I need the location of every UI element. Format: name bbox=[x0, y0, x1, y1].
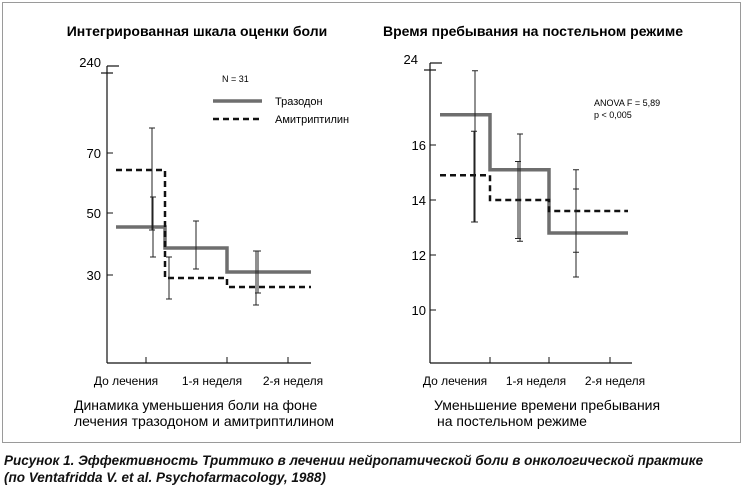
chart-left-caption: Динамика уменьшения боли на фоне bbox=[74, 397, 318, 413]
sample-size-note: N = 31 bbox=[222, 74, 249, 84]
x-tick-label: 2-я неделя bbox=[585, 374, 645, 388]
y-tick-label: 10 bbox=[412, 303, 426, 318]
chart-left-title: Интегрированная шкала оценки боли bbox=[67, 23, 328, 39]
chart-right-caption: Уменьшение времени пребывания bbox=[434, 397, 660, 413]
figure-caption-line: (по Ventafridda V. et al. Psychofarmacol… bbox=[4, 470, 326, 485]
figure-frame bbox=[2, 2, 741, 443]
chart-left-caption: лечения тразодоном и амитриптилином bbox=[74, 413, 334, 429]
figure-caption-line: Рисунок 1. Эффективность Триттико в лече… bbox=[4, 453, 704, 468]
y-tick-label: 70 bbox=[87, 146, 101, 161]
series-line-0 bbox=[440, 113, 628, 235]
x-tick-label: 1-я неделя bbox=[506, 374, 566, 388]
plot-area bbox=[116, 127, 311, 306]
y-tick-label: 12 bbox=[412, 248, 426, 263]
y-tick-label: 30 bbox=[87, 268, 101, 283]
y-top-label: 24 bbox=[404, 52, 418, 67]
chart-right-caption: на постельном режиме bbox=[437, 413, 587, 429]
y-tick-label: 50 bbox=[87, 206, 101, 221]
x-tick-label: 2-я неделя bbox=[263, 374, 323, 388]
chart-right: Время пребывания на постельном режиме 24… bbox=[383, 23, 683, 429]
series-line-1 bbox=[116, 168, 311, 289]
legend-label-trazodone: Тразодон bbox=[275, 96, 323, 108]
legend-label-amitriptyline: Амитриптилин bbox=[275, 114, 349, 126]
p-value-note: p < 0,005 bbox=[594, 110, 632, 120]
series-line-1 bbox=[440, 174, 628, 213]
chart-left: Интегрированная шкала оценки боли 240 70… bbox=[67, 23, 349, 429]
y-tick-label: 16 bbox=[412, 138, 426, 153]
series-line-0 bbox=[116, 225, 311, 274]
anova-note: ANOVA F = 5,89 bbox=[594, 98, 660, 108]
chart-right-title: Время пребывания на постельном режиме bbox=[383, 23, 683, 39]
figure-caption: Рисунок 1. Эффективность Триттико в лече… bbox=[4, 452, 741, 486]
plot-area bbox=[440, 70, 628, 278]
x-tick-label: До лечения bbox=[94, 374, 158, 388]
y-top-label: 240 bbox=[79, 55, 101, 70]
x-tick-label: До лечения bbox=[423, 374, 487, 388]
x-tick-label: 1-я неделя bbox=[182, 374, 242, 388]
y-tick-label: 14 bbox=[412, 193, 426, 208]
